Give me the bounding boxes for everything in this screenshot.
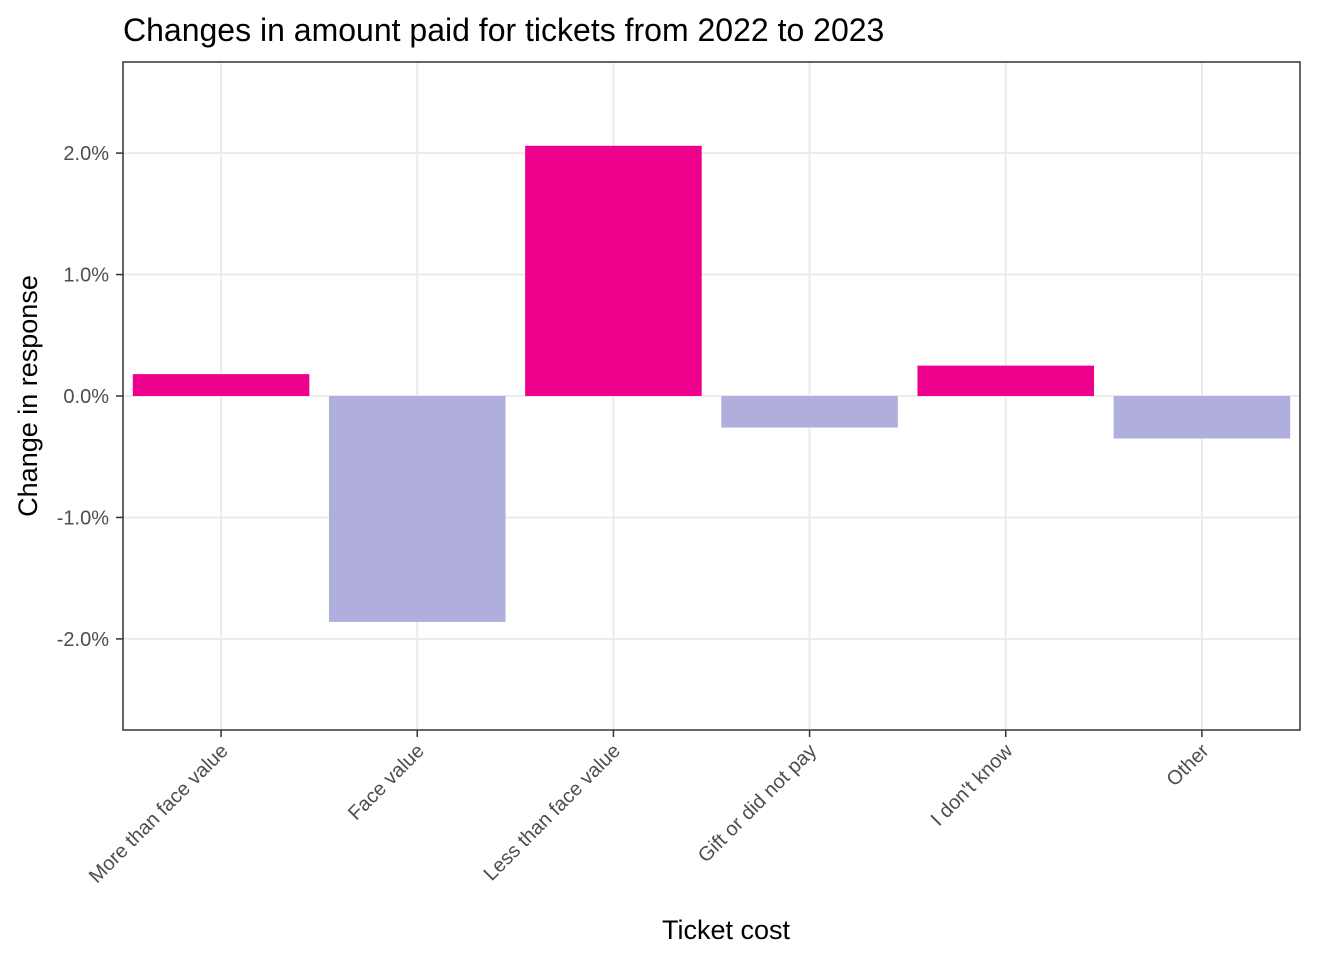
bar-5 xyxy=(917,365,1095,396)
y-tick-label: 1.0% xyxy=(63,265,109,287)
bar-2 xyxy=(328,396,506,622)
y-tick-label: -2.0% xyxy=(57,629,109,651)
x-tick-label: Gift or did not pay xyxy=(694,740,821,867)
y-axis-title: Change in response xyxy=(13,275,43,517)
x-axis: More than face value Face value Less than … xyxy=(85,730,1214,888)
x-tick-label: I don't know xyxy=(927,740,1018,831)
x-axis-title: Ticket cost xyxy=(662,915,791,945)
bar-6 xyxy=(1113,396,1291,439)
bar-4 xyxy=(721,396,898,428)
x-tick-label: Less than face value xyxy=(480,740,625,885)
chart-title: Changes in amount paid for tickets from … xyxy=(123,12,884,48)
x-tick-label: Face value xyxy=(344,740,429,825)
x-tick-label: Other xyxy=(1163,740,1214,791)
bar-1 xyxy=(132,374,310,396)
bar-3 xyxy=(525,145,702,396)
y-tick-label: 2.0% xyxy=(63,143,109,165)
y-axis: -2.0% -1.0% 0.0% 1.0% 2.0% xyxy=(57,143,123,651)
bars xyxy=(132,145,1291,622)
y-tick-label: 0.0% xyxy=(63,386,109,408)
x-tick-label: More than face value xyxy=(85,740,233,888)
y-tick-label: -1.0% xyxy=(57,507,109,529)
